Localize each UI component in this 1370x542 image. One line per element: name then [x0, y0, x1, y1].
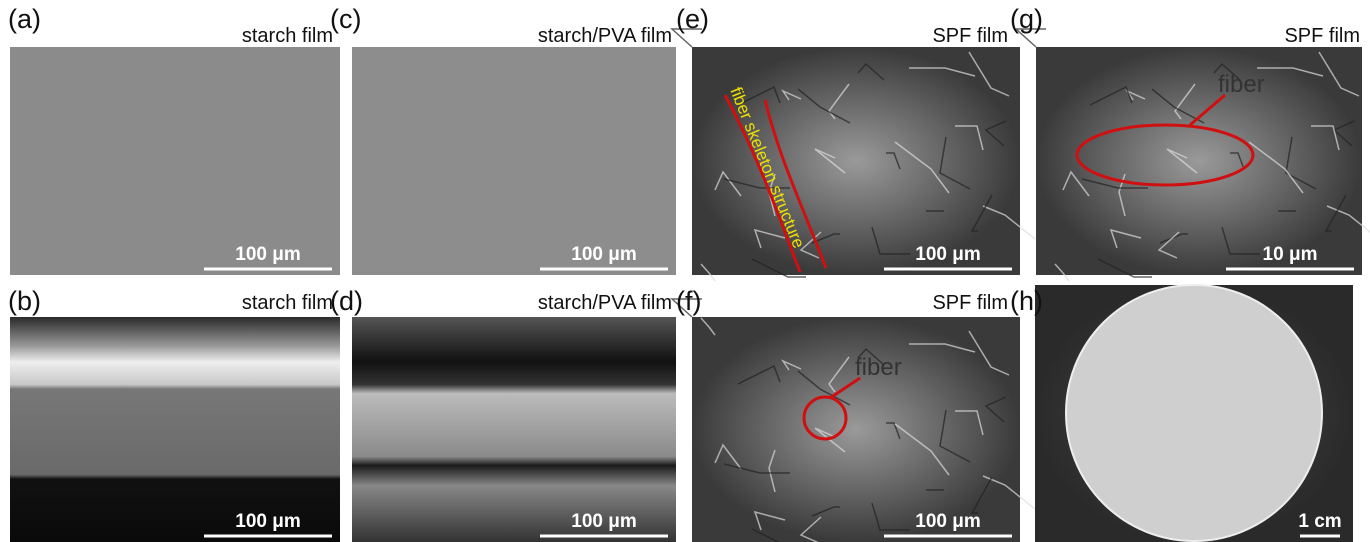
panel-title: SPF film: [1284, 25, 1360, 47]
panel: (h) 1 cm: [1010, 285, 1353, 542]
panel: (b) starch film 100 μm: [8, 286, 340, 542]
panel-title: starch film: [242, 292, 333, 314]
panel-label: (h): [1010, 286, 1043, 316]
scale-bar-label: 10 μm: [1263, 244, 1318, 265]
micrograph: [692, 47, 1020, 275]
panel-title: SPF film: [932, 25, 1008, 47]
scale-bar-label: 100 μm: [235, 511, 301, 532]
panels: (a) starch film 100 μm (b) starch film 100 μm…: [8, 4, 1370, 542]
panel: (a) starch film 100 μm: [8, 4, 340, 275]
micrograph: [10, 47, 340, 275]
panel-label: (d): [330, 286, 363, 316]
panel-title: starch/PVA film: [538, 25, 672, 47]
scale-bar-label: 100 μm: [915, 244, 981, 265]
scale-bar-label: 100 μm: [571, 244, 637, 265]
panel: (c) starch/PVA film 100 μm: [330, 4, 676, 275]
scale-bar-label: 100 μm: [571, 511, 637, 532]
film-disc: [1066, 285, 1322, 541]
panel-label: (f): [676, 286, 701, 316]
panel-title: starch/PVA film: [538, 292, 672, 314]
panel: (f) SPF film 100 μm fiber: [672, 286, 1035, 542]
scale-bar-label: 100 μm: [235, 244, 301, 265]
panel-label: (a): [8, 4, 41, 34]
annotation: fiber: [855, 354, 902, 381]
scale-bar-label: 100 μm: [915, 511, 981, 532]
panel-title: starch film: [242, 25, 333, 47]
micrograph: [1036, 47, 1362, 275]
micrograph: [352, 317, 676, 542]
annotation: fiber: [1218, 71, 1265, 98]
panel-label: (c): [330, 4, 361, 34]
page: (a) starch film 100 μm (b) starch film 100 μm…: [0, 0, 1370, 542]
scale-bar-label: 1 cm: [1298, 511, 1341, 532]
panel: (d) starch/PVA film 100 μm: [330, 286, 676, 542]
micrograph: [352, 47, 676, 275]
panel-title: SPF film: [932, 292, 1008, 314]
figure: (a) starch film 100 μm (b) starch film 100 μm…: [0, 0, 1370, 542]
micrograph: [10, 317, 340, 542]
panel-label: (g): [1010, 4, 1043, 34]
panel-label: (b): [8, 286, 41, 316]
panel-label: (e): [676, 4, 709, 34]
panel: (g) SPF film 10 μm fiber: [1010, 4, 1370, 281]
